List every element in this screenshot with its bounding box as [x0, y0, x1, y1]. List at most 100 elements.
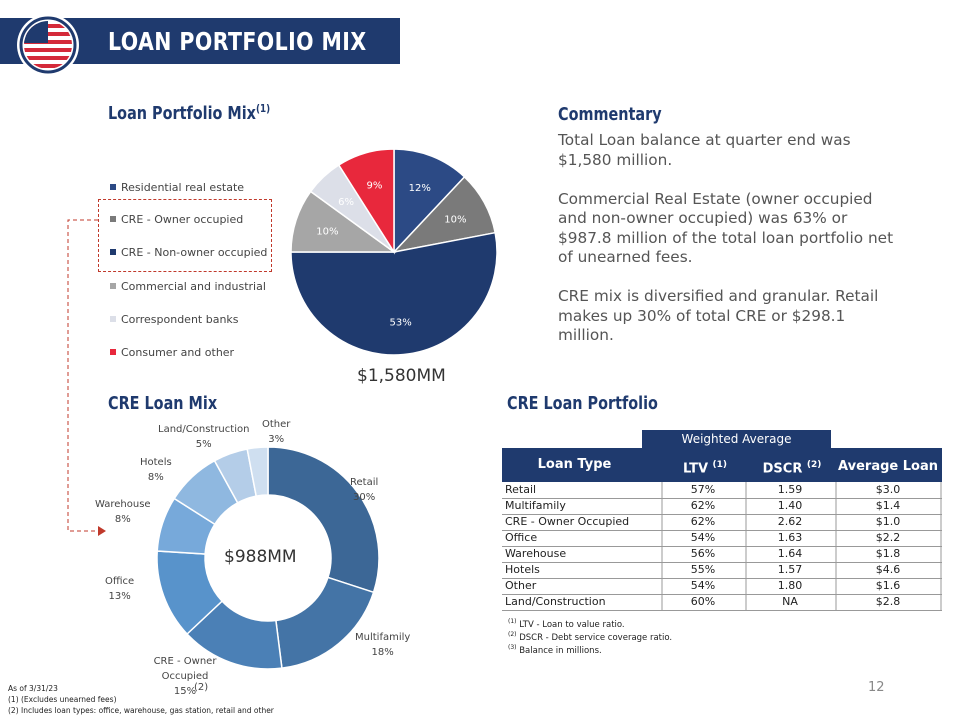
table-cell-size: $2.2 [875, 531, 901, 544]
table-cell-type: Retail [505, 483, 537, 496]
footer-note: As of 3/31/23 [8, 684, 58, 693]
table-row: Retail 57% 1.59 $3.0 [502, 482, 942, 499]
table-row: CRE - Owner Occupied 62% 2.62 $1.0 [502, 514, 942, 531]
footnote-marker: (2) [508, 631, 517, 638]
header-ltv-sup: (1) [712, 460, 728, 470]
table-cell-ltv: 56% [690, 547, 716, 560]
donut-label-value: 8% [147, 472, 164, 483]
commentary-paragraph: CRE mix is diversified and granular. Ret… [558, 287, 879, 344]
table-cell-ltv: 57% [690, 483, 716, 496]
footer-note: (1) (Excludes unearned fees) [8, 695, 117, 704]
table-cell-size: $1.0 [875, 515, 901, 528]
table-cell-ltv: 62% [690, 499, 716, 512]
table-cell-dscr: 1.80 [777, 579, 803, 592]
donut-label-category: Other [262, 419, 291, 430]
pie-slice-label: 10% [316, 226, 338, 237]
cre-mix-donut-chart [156, 446, 380, 670]
commentary-paragraph: Commercial Real Estate (owner occupied a… [558, 189, 894, 267]
legend-swatch [110, 349, 116, 355]
cre-total-label: $988MM [224, 547, 297, 567]
donut-segment [246, 446, 269, 497]
header-ltv: LTV (1) [664, 448, 746, 486]
table-cell-type: Office [505, 531, 538, 544]
footnote-text: Balance in millions. [519, 645, 602, 656]
bank-logo [17, 14, 79, 76]
donut-label: Other 3% [262, 417, 290, 447]
table-cell-type: Hotels [505, 563, 540, 576]
donut-label-category: Hotels [140, 457, 172, 468]
table-cell-type: Warehouse [505, 547, 567, 560]
flag-seal-icon [19, 16, 77, 74]
weighted-average-header: Weighted Average [642, 430, 831, 448]
table-cell-size: $3.0 [875, 483, 901, 496]
loan-mix-title-sup: (1) [255, 102, 271, 115]
table-row: Other 54% 1.80 $1.6 [502, 578, 942, 595]
donut-label-category: Warehouse [95, 499, 151, 510]
footnote-text: LTV - Loan to value ratio. [519, 619, 625, 630]
footnote: (3) Balance in millions. [508, 644, 602, 656]
header-dscr-text: DSCR [762, 461, 803, 477]
pie-slice-label: 6% [338, 197, 354, 208]
donut-label: CRE - Owner Occupied 15% [145, 654, 225, 699]
legend-label: CRE - Owner occupied [121, 213, 244, 226]
header-dscr-sup: (2) [806, 460, 822, 470]
donut-label: Land/Construction 5% [158, 422, 249, 452]
table-row: Land/Construction 60% NA $2.8 [502, 594, 942, 611]
pie-slice [393, 148, 466, 254]
donut-label-category: Office [105, 576, 135, 587]
footer-note: (2) Includes loan types: office, warehou… [8, 706, 274, 715]
footnote: (2) DSCR - Debt service coverage ratio. [508, 631, 672, 643]
cre-mix-title: CRE Loan Mix [108, 393, 218, 414]
legend-label: Commercial and industrial [121, 280, 266, 293]
legend-highlight-box [98, 199, 272, 272]
owner-occupied-footnote-ref: (2) [194, 682, 209, 693]
donut-label: Hotels 8% [140, 455, 172, 485]
donut-label: Retail 30% [350, 475, 378, 505]
table-cell-ltv: 54% [690, 579, 716, 592]
legend-item: Correspondent banks [110, 313, 239, 326]
table-cell-type: Multifamily [505, 499, 566, 512]
legend-item: Residential real estate [110, 181, 244, 194]
table-cell-size: $4.6 [875, 563, 901, 576]
footnote-text: DSCR - Debt service coverage ratio. [519, 632, 673, 643]
commentary-paragraph: Total Loan balance at quarter end was $1… [558, 131, 851, 169]
table-cell-size: $1.4 [875, 499, 901, 512]
donut-label-category: Retail [350, 477, 379, 488]
legend-label: Correspondent banks [121, 313, 239, 326]
table-cell-dscr: 1.64 [777, 547, 803, 560]
legend-item: Commercial and industrial [110, 280, 266, 293]
legend-swatch [110, 184, 116, 190]
donut-label-value: 5% [195, 439, 212, 450]
pie-slice-label: 9% [367, 181, 383, 192]
pie-slice-label: 10% [444, 214, 466, 225]
donut-label-category: Multifamily [355, 632, 411, 643]
table-cell-dscr: 2.62 [777, 515, 803, 528]
legend-swatch [110, 283, 116, 289]
cre-portfolio-title: CRE Loan Portfolio [507, 393, 658, 414]
table-cell-type: Land/Construction [505, 595, 606, 608]
page-title: LOAN PORTFOLIO MIX [108, 27, 367, 56]
table-grid-lines [661, 482, 942, 610]
loan-mix-title-text: Loan Portfolio Mix [108, 103, 256, 124]
table-row: Multifamily 62% 1.40 $1.4 [502, 498, 942, 515]
header-avg-size-line1: Average Loan [838, 459, 938, 474]
donut-label-category: Land/Construction [158, 424, 250, 435]
donut-label: Office 13% [105, 574, 134, 604]
donut-label: Multifamily 18% [355, 630, 410, 660]
commentary-body: Total Loan balance at quarter end was $1… [558, 131, 903, 365]
pie-slice [290, 231, 498, 356]
table-cell-ltv: 62% [690, 515, 716, 528]
table-row: Warehouse 56% 1.64 $1.8 [502, 546, 942, 563]
legend-label: Consumer and other [121, 346, 235, 359]
footnote: (1) LTV - Loan to value ratio. [508, 618, 625, 630]
footnote-marker: (1) [508, 618, 517, 625]
table-cell-size: $1.6 [875, 579, 901, 592]
table-row: Hotels 55% 1.57 $4.6 [502, 562, 942, 579]
header-avg-size-line2: Size [863, 493, 894, 508]
donut-label-value: 3% [268, 434, 285, 445]
table-cell-dscr: NA [782, 595, 798, 608]
donut-label-value: 8% [114, 514, 131, 525]
table-cell-ltv: 60% [690, 595, 716, 608]
table-row: Office 54% 1.63 $2.2 [502, 530, 942, 547]
table-cell-dscr: 1.63 [777, 531, 803, 544]
